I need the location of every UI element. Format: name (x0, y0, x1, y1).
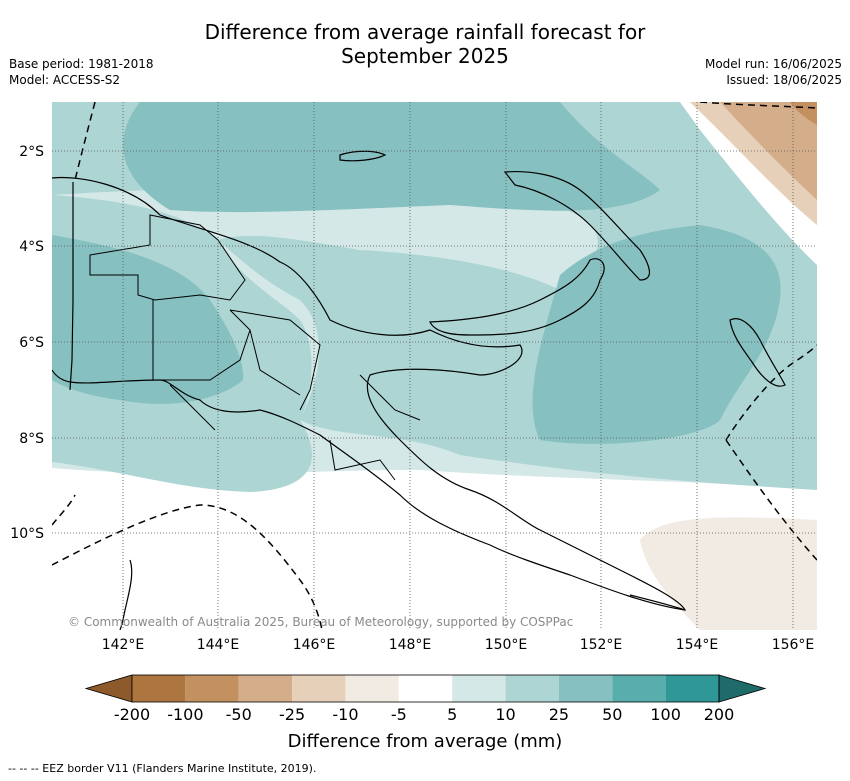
colorbar-label: 10 (495, 705, 515, 724)
province-borders (89, 214, 421, 481)
model-name: Model: ACCESS-S2 (9, 73, 121, 87)
colorbar-label: 5 (447, 705, 457, 724)
lon-labels: 142°E 144°E 146°E 148°E 150°E 152°E 154°… (102, 637, 815, 653)
colorbar-segment (612, 675, 666, 702)
footer-note: -- -- -- EEZ border V11 (Flanders Marine… (8, 762, 317, 775)
eez-borders (52, 102, 817, 630)
colorbar-segment (505, 675, 559, 702)
title-line-1: Difference from average rainfall forecas… (204, 20, 646, 44)
colorbar-title: Difference from average (mm) (288, 731, 563, 752)
band-25-50-east (532, 225, 781, 444)
colorbar-label: 100 (650, 705, 681, 724)
band-dry-southeast (640, 517, 817, 630)
band-neutral-south (52, 468, 817, 630)
colorbar-segment (185, 675, 239, 702)
meta-right: Model run: 16/06/2025 Issued: 18/06/2025 (705, 56, 842, 88)
meta-left: Base period: 1981-2018 Model: ACCESS-S2 (9, 56, 154, 88)
lat-label: 4°S (19, 239, 44, 255)
lat-labels: 2°S 4°S 6°S 8°S 10°S (10, 144, 44, 542)
colorbar: -200 -100 -50 -25 -10 -5 5 10 25 50 100 200 (84, 674, 767, 724)
lon-label: 148°E (389, 637, 432, 653)
colorbar-segment (558, 675, 613, 702)
lon-label: 144°E (197, 637, 240, 653)
colorbar-segment (292, 675, 346, 702)
copyright-notice: © Commonwealth of Australia 2025, Bureau… (68, 615, 573, 629)
lon-label: 154°E (676, 637, 719, 653)
colorbar-segment (132, 675, 186, 702)
title-line-2: September 2025 (341, 44, 509, 68)
colorbar-frame (131, 674, 720, 703)
colorbar-segment (665, 675, 719, 702)
colorbar-label: 25 (549, 705, 569, 724)
colorbar-label: -50 (226, 705, 252, 724)
colorbar-label: -200 (114, 705, 150, 724)
chart-title: Difference from average rainfall forecas… (0, 20, 850, 68)
lat-label: 2°S (19, 144, 44, 160)
lon-label: 142°E (102, 637, 145, 653)
rainfall-map: 2°S 4°S 6°S 8°S 10°S 142°E 144°E 146°E 1… (10, 102, 817, 752)
colorbar-label: -25 (279, 705, 305, 724)
colorbar-extend-low (84, 674, 133, 703)
lat-label: 10°S (10, 526, 44, 542)
gridlines (52, 102, 817, 630)
colorbar-label: 50 (602, 705, 622, 724)
map-fill-layer (52, 102, 817, 630)
model-run: Model run: 16/06/2025 (704, 57, 842, 71)
colorbar-label: -5 (391, 705, 407, 724)
base-period: Base period: 1981-2018 (9, 57, 154, 71)
lat-label: 6°S (19, 335, 44, 351)
issued-date: Issued: 18/06/2025 (726, 73, 842, 87)
coastlines (52, 150, 786, 630)
band-25-50-north (123, 102, 660, 213)
lat-label: 8°S (19, 431, 44, 447)
colorbar-extend-high (718, 674, 767, 703)
band-25-50-west (52, 235, 244, 404)
lon-label: 150°E (485, 637, 528, 653)
lon-label: 156°E (772, 637, 815, 653)
colorbar-label: -100 (167, 705, 203, 724)
lon-label: 152°E (580, 637, 623, 653)
colorbar-label: -10 (332, 705, 358, 724)
colorbar-segment (452, 675, 506, 702)
colorbar-segment (238, 675, 293, 702)
colorbar-label: 200 (704, 705, 735, 724)
colorbar-segment (345, 675, 399, 702)
colorbar-segment (398, 675, 453, 702)
lon-label: 146°E (293, 637, 336, 653)
